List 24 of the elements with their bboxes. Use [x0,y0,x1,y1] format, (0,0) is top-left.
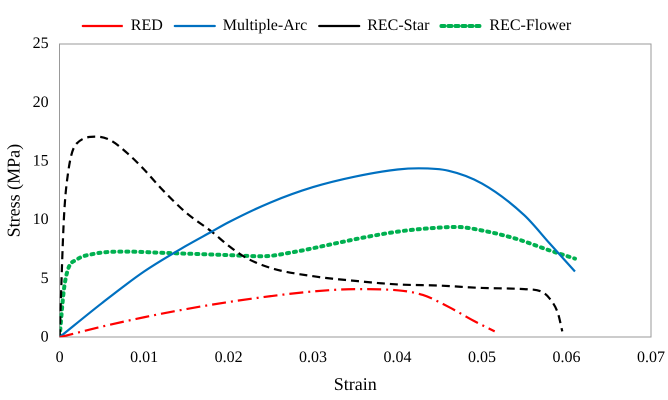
legend-label: REC-Flower [489,17,572,34]
x-tick-label: 0.02 [214,349,243,366]
y-tick-label: 20 [32,94,49,111]
x-tick-label: 0.01 [130,349,158,366]
y-axis-title: Stress (MPa) [4,144,24,238]
y-tick-label: 15 [32,152,49,170]
x-tick-label: 0.03 [299,349,328,366]
y-tick-label: 0 [40,328,49,346]
legend-label: RED [130,17,163,34]
line-series [60,136,564,338]
x-tick-label: 0.06 [552,349,581,366]
line-series [60,288,496,338]
line-series [60,167,576,338]
x-tick-label: 0.04 [384,349,412,366]
legend-label: REC-Star [367,17,430,34]
x-tick-label: 0.07 [637,349,665,366]
legend-label: Multiple-Arc [222,17,308,34]
x-tick-label: 0 [56,349,64,366]
x-axis-title: Strain [334,374,377,394]
x-tick-label: 0.05 [468,349,496,366]
y-tick-label: 25 [32,35,49,52]
y-tick-label: 10 [32,211,49,228]
line-series [60,224,577,338]
y-tick-label: 5 [40,270,49,287]
